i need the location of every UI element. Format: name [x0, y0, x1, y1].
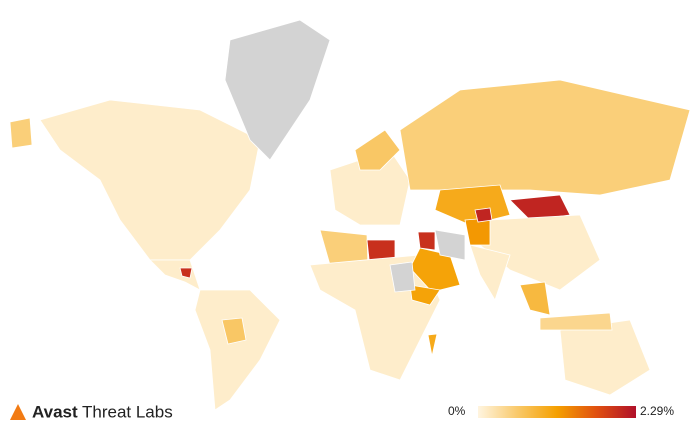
region — [224, 19, 331, 161]
region — [559, 319, 651, 396]
region — [464, 217, 491, 246]
region — [409, 284, 441, 306]
region — [417, 231, 436, 251]
region — [221, 317, 247, 345]
region — [509, 194, 571, 221]
region — [194, 289, 281, 411]
region — [539, 312, 613, 331]
region — [399, 79, 690, 196]
brand-product: Threat Labs — [82, 402, 173, 421]
logo: Avast Threat Labs — [10, 402, 173, 421]
region — [474, 207, 493, 223]
region — [427, 333, 438, 357]
region — [469, 244, 511, 301]
legend-label: 0% — [448, 404, 466, 418]
region — [434, 229, 466, 261]
region — [149, 259, 201, 291]
region — [179, 267, 193, 279]
legend: 0% 2.29% — [448, 404, 674, 418]
logo-icon — [10, 404, 26, 420]
region — [519, 281, 551, 316]
legend-label: 2.29% — [640, 404, 674, 418]
region — [354, 129, 401, 171]
region — [389, 261, 416, 293]
region — [9, 117, 33, 149]
region — [39, 99, 261, 261]
legend-bar — [478, 406, 636, 418]
brand-name: Avast — [32, 402, 78, 421]
regions — [9, 19, 690, 411]
